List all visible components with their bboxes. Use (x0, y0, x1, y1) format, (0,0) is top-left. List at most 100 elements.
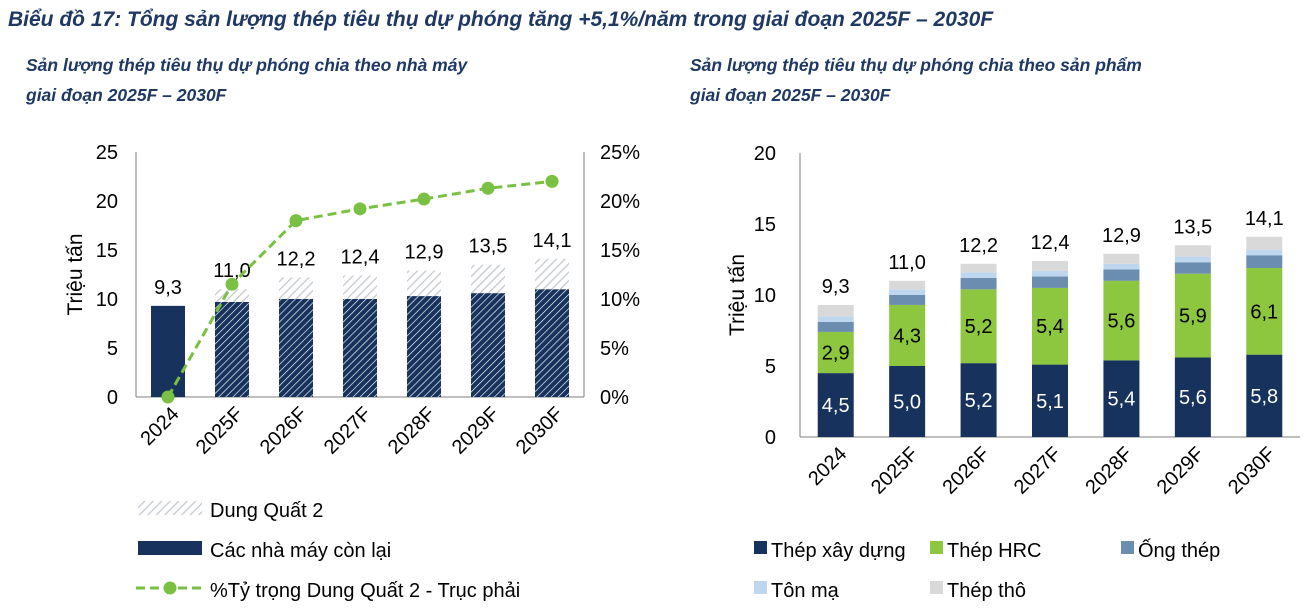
left-chart-title-line-1: Sản lượng thép tiêu thụ dự phóng chia th… (26, 55, 468, 75)
right-bar-segment (1174, 256, 1211, 263)
left-bar-remaining-plants (471, 293, 505, 397)
right-bar-segment (889, 366, 926, 437)
left-x-tick-label: 2027F (320, 403, 376, 459)
right-legend-swatch (754, 541, 767, 554)
right-bar-segment (817, 331, 854, 374)
left-y-axis-label: Triệu tấn (64, 233, 87, 315)
left-total-label: 12,9 (405, 242, 444, 264)
right-legend-label: Tôn mạ (771, 580, 840, 602)
left-legend-label: %Tỷ trọng Dung Quất 2 - Trục phải (210, 580, 520, 602)
right-bar-segment (960, 263, 997, 273)
left-bar-remaining-plants (343, 299, 377, 397)
right-legend-label: Ống thép (1138, 538, 1220, 562)
right-x-tick-label: 2030F (1224, 443, 1280, 499)
right-chart-title-line-1: Sản lượng thép tiêu thụ dự phóng chia th… (690, 55, 1142, 75)
right-segment-label: 5,6 (1179, 387, 1207, 409)
right-bar-segment (1246, 268, 1283, 355)
right-legend-label: Thép HRC (947, 540, 1041, 562)
right-bar-segment (1103, 360, 1140, 437)
right-y-tick-label: 10 (754, 285, 776, 307)
left-total-label: 14,1 (533, 230, 572, 252)
left-share-point (353, 202, 367, 216)
left-x-tick-label: 2028F (384, 403, 440, 459)
left-y-tick-label: 10 (96, 289, 118, 311)
right-x-tick-label: 2024 (804, 443, 851, 490)
left-bar-remaining-plants (279, 299, 313, 397)
right-bar-segment (817, 316, 854, 322)
left-share-point (161, 390, 175, 404)
legend-swatch-share-point (163, 581, 177, 595)
left-x-tick-label: 2024 (137, 403, 184, 450)
right-bar-segment (1103, 280, 1140, 361)
right-bar-segment (817, 321, 854, 332)
left-y2-tick-label: 15% (600, 240, 640, 262)
right-legend-label: Thép xây dựng (771, 540, 906, 562)
right-total-label: 11,0 (888, 252, 925, 274)
right-bar-segment (1032, 260, 1068, 271)
right-bar-segment (960, 363, 997, 437)
right-segment-label: 5,9 (1179, 306, 1207, 328)
right-bar-segment (960, 289, 997, 364)
left-bar-dung-quat-2 (215, 289, 249, 302)
left-bar-dung-quat-2 (471, 264, 505, 294)
left-bar-remaining-plants (535, 289, 569, 397)
right-bar-segment (1103, 253, 1140, 264)
left-chart-title: Sản lượng thép tiêu thụ dự phóng chia th… (26, 50, 467, 110)
right-bar-segment (889, 295, 926, 305)
right-y-tick-label: 5 (765, 356, 776, 378)
left-legend-label: Dung Quất 2 (210, 500, 323, 522)
right-legend-label: Thép thô (947, 580, 1026, 602)
left-total-label: 13,5 (469, 236, 508, 258)
left-share-point (481, 181, 495, 195)
left-chart-title-line-2: giai đoạn 2025F – 2030F (26, 85, 227, 105)
left-y2-tick-label: 10% (600, 289, 640, 311)
right-chart: 0 5 10 15 20 Triệu tấn 4,5 2,9 9,3 2024 5,0 4,3 11,0… (726, 143, 1300, 602)
left-y-tick-label: 0 (107, 387, 118, 409)
right-total-label: 12,2 (959, 235, 998, 257)
left-total-label: 12,4 (341, 246, 380, 268)
right-bar-segment (1032, 287, 1068, 365)
right-bar-segment (1103, 269, 1140, 281)
left-share-point (225, 277, 239, 291)
left-chart: 0 5 10 15 20 25 0% 5% 10% 15% 20% 25% Triệu tấn 9,3 20… (64, 142, 640, 602)
right-bar-segment (889, 289, 926, 295)
right-bar-segment (1174, 262, 1211, 274)
right-bar-segment (1246, 236, 1283, 250)
right-total-label: 14,1 (1245, 208, 1284, 230)
right-legend-swatch (1121, 541, 1134, 554)
right-segment-label: 5,4 (1108, 389, 1136, 411)
left-share-point (289, 214, 303, 228)
left-bar-dung-quat-2 (279, 277, 313, 299)
right-segment-label: 5,0 (893, 392, 921, 414)
right-bar-segment (1032, 276, 1068, 288)
left-legend-label: Các nhà máy còn lại (210, 540, 391, 562)
right-y-tick-label: 0 (765, 427, 776, 449)
left-y2-tick-label: 5% (600, 338, 629, 360)
right-total-label: 13,5 (1173, 216, 1212, 238)
right-total-label: 12,9 (1102, 225, 1141, 247)
left-share-point (545, 174, 559, 188)
right-x-tick-label: 2027F (1010, 443, 1066, 499)
right-bar-segment (889, 304, 926, 366)
legend-swatch-dung-quat-2 (138, 501, 202, 515)
left-x-tick-label: 2025F (192, 403, 248, 459)
right-y-tick-label: 15 (754, 214, 776, 236)
left-y2-tick-label: 20% (600, 191, 640, 213)
left-bar-dung-quat-2 (343, 275, 377, 299)
right-bar-segment (1174, 245, 1211, 257)
left-total-label: 9,3 (154, 277, 182, 299)
right-segment-label: 4,3 (893, 325, 921, 347)
right-bar-segment (817, 373, 854, 437)
right-total-label: 9,3 (822, 276, 850, 298)
right-segment-label: 5,1 (1036, 391, 1064, 413)
right-legend-swatch (930, 581, 943, 594)
left-x-tick-label: 2026F (256, 403, 312, 459)
right-segment-label: 5,8 (1250, 386, 1278, 408)
right-bar-segment (889, 280, 926, 290)
right-legend-swatch (930, 541, 943, 554)
right-bar-segment (817, 304, 854, 317)
left-y-tick-label: 15 (96, 240, 118, 262)
right-bar-segment (1174, 273, 1211, 358)
right-segment-label: 5,2 (965, 316, 993, 338)
right-bar-segment (1032, 364, 1068, 437)
